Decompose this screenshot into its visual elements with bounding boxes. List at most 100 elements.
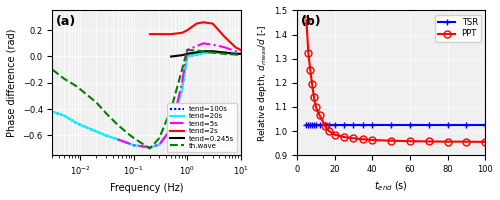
tend=20s (232, 53, 238, 55)
tend=100s (238, 53, 244, 55)
PPT (464, 140, 469, 143)
Line: tend=5s: tend=5s (118, 43, 240, 147)
PPT (350, 137, 356, 139)
PPT (306, 51, 312, 54)
th.wave (126, 133, 132, 135)
TSR (307, 124, 313, 126)
tend=5s (126, 142, 132, 145)
tend=2s (210, 22, 216, 25)
th.wave (78, 88, 84, 91)
th.wave (50, 68, 56, 71)
th.wave (94, 101, 100, 104)
th.wave (131, 137, 137, 139)
PPT (388, 140, 394, 142)
th.wave (114, 124, 120, 126)
tend=0.245s (168, 55, 174, 58)
TSR (360, 124, 366, 126)
tend=2s (222, 36, 228, 38)
PPT (311, 96, 317, 98)
th.wave (62, 78, 68, 80)
tend=0.245s (184, 53, 190, 55)
TSR (426, 124, 432, 126)
tend=20s (94, 130, 100, 133)
tend=100s (156, 143, 162, 146)
PPT (304, 19, 310, 21)
tend=100s (103, 134, 109, 137)
tend=5s (232, 50, 238, 52)
Line: PPT: PPT (303, 17, 488, 145)
Line: tend=0.245s: tend=0.245s (171, 51, 240, 56)
PPT (316, 114, 322, 117)
tend=20s (103, 134, 109, 137)
PPT (307, 68, 313, 71)
TSR (332, 124, 338, 126)
tend=100s (94, 130, 100, 133)
TSR (316, 124, 322, 126)
tend=0.245s (238, 53, 244, 55)
th.wave (147, 147, 153, 150)
tend=5s (114, 138, 120, 141)
tend=2s (232, 46, 238, 48)
tend=5s (184, 49, 190, 51)
TSR (341, 124, 347, 126)
TSR (464, 124, 469, 126)
tend=0.245s (222, 51, 228, 54)
tend=2s (184, 29, 190, 31)
PPT (482, 141, 488, 143)
tend=100s (72, 121, 78, 123)
th.wave (184, 49, 190, 51)
TSR (482, 124, 488, 126)
th.wave (179, 68, 185, 71)
tend=5s (222, 46, 228, 48)
tend=20s (131, 144, 137, 147)
TSR (313, 124, 319, 126)
tend=100s (62, 115, 68, 117)
th.wave (222, 53, 228, 55)
tend=100s (147, 146, 153, 148)
tend=20s (179, 88, 185, 91)
tend=100s (114, 138, 120, 141)
TSR (407, 124, 413, 126)
tend=20s (126, 142, 132, 145)
tend=20s (200, 52, 206, 54)
tend=2s (200, 21, 206, 23)
PPT (309, 83, 315, 85)
PPT (444, 140, 450, 143)
tend=100s (126, 142, 132, 145)
Line: TSR: TSR (303, 122, 488, 128)
TSR (306, 124, 312, 126)
tend=5s (210, 43, 216, 46)
tend=20s (72, 121, 78, 123)
tend=5s (131, 144, 137, 147)
PPT (332, 133, 338, 136)
tend=100s (210, 51, 216, 54)
Line: tend=2s: tend=2s (150, 22, 240, 50)
tend=2s (238, 49, 244, 51)
th.wave (103, 112, 109, 114)
PPT (360, 138, 366, 140)
TSR (350, 124, 356, 126)
tend=100s (78, 124, 84, 126)
tend=20s (156, 143, 162, 146)
PPT (407, 140, 413, 142)
tend=100s (184, 55, 190, 58)
Y-axis label: Relative depth, $d_{meas}/d$ [-]: Relative depth, $d_{meas}/d$ [-] (256, 24, 268, 142)
Text: (b): (b) (301, 15, 322, 28)
tend=2s (147, 33, 153, 35)
PPT (313, 106, 319, 108)
tend=20s (222, 51, 228, 54)
tend=2s (156, 33, 162, 35)
tend=100s (232, 53, 238, 55)
tend=20s (62, 115, 68, 117)
tend=5s (179, 82, 185, 84)
PPT (341, 136, 347, 138)
Legend: tend=100s, tend=20s, tend=5s, tend=2s, tend=0.245s, th.wave: tend=100s, tend=20s, tend=5s, tend=2s, t… (167, 103, 237, 152)
tend=5s (168, 128, 174, 130)
Legend: TSR, PPT: TSR, PPT (435, 15, 481, 42)
tend=20s (210, 51, 216, 54)
tend=100s (131, 144, 137, 147)
PPT (426, 140, 432, 143)
th.wave (210, 51, 216, 54)
tend=20s (147, 146, 153, 148)
TSR (304, 124, 310, 126)
